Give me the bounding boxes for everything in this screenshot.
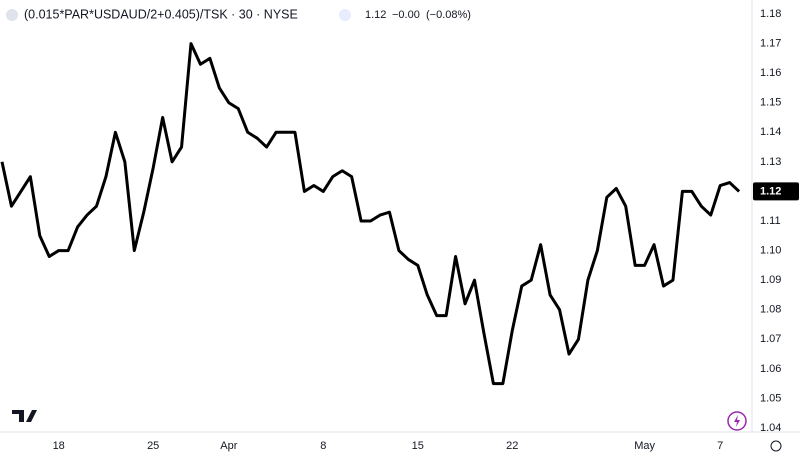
x-tick-label: Apr: [220, 440, 237, 452]
y-tick-label: 1.04: [760, 422, 781, 434]
y-tick-label: 1.06: [760, 363, 781, 375]
last-price-label: 1.12: [760, 185, 781, 197]
change: −0.00: [392, 9, 420, 21]
last-price-box: [753, 182, 799, 201]
symbol-icon[interactable]: [6, 9, 18, 21]
y-tick-label: 1.17: [760, 37, 781, 49]
y-tick-label: 1.15: [760, 97, 781, 109]
chart-title: (0.015*PAR*USDAUD/2+0.405)/TSK · 30 · NY…: [24, 7, 298, 21]
x-tick-label: 7: [717, 440, 723, 452]
price: 1.12: [365, 9, 386, 21]
y-tick-label: 1.07: [760, 333, 781, 345]
market-icon: [339, 9, 351, 21]
x-tick-label: 18: [53, 440, 65, 452]
price-line: [0, 42, 741, 386]
x-tick-label: 25: [147, 440, 159, 452]
y-tick-label: 1.11: [760, 215, 781, 227]
logo[interactable]: [12, 410, 37, 422]
y-tick-label: 1.08: [760, 304, 781, 316]
y-tick-label: 1.16: [760, 67, 781, 79]
x-tick-label: 15: [412, 440, 424, 452]
y-tick-label: 1.09: [760, 274, 781, 286]
x-tick-label: 8: [320, 440, 326, 452]
lightning-button[interactable]: [727, 411, 747, 431]
lightning-icon: [734, 415, 740, 427]
change-pct: (−0.08%): [426, 9, 471, 21]
y-tick-label: 1.18: [760, 8, 781, 20]
settings-button[interactable]: [770, 440, 782, 452]
x-tick-label: 22: [506, 440, 518, 452]
x-tick-label: May: [634, 440, 655, 452]
y-tick-label: 1.05: [760, 392, 781, 404]
y-tick-label: 1.10: [760, 244, 781, 256]
y-tick-label: 1.14: [760, 126, 781, 138]
y-tick-label: 1.13: [760, 156, 781, 168]
